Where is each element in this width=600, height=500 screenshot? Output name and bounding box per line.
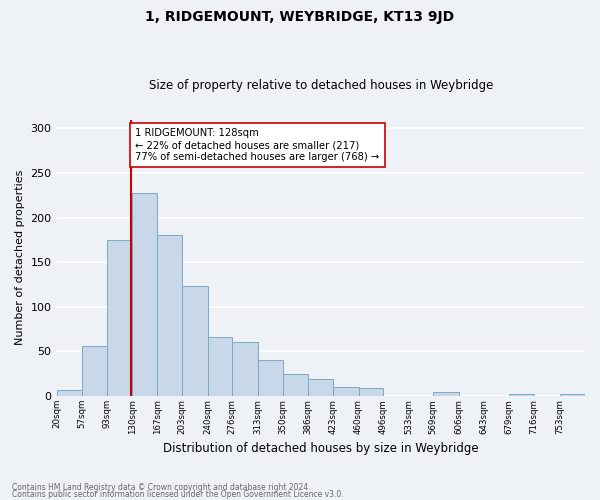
Bar: [82, 346, 107, 396]
Bar: [359, 388, 383, 396]
Text: Contains public sector information licensed under the Open Government Licence v3: Contains public sector information licen…: [12, 490, 344, 499]
Text: 1 RIDGEMOUNT: 128sqm
← 22% of detached houses are smaller (217)
77% of semi-deta: 1 RIDGEMOUNT: 128sqm ← 22% of detached h…: [136, 128, 380, 162]
Bar: [509, 394, 534, 396]
Bar: [308, 379, 333, 396]
Title: Size of property relative to detached houses in Weybridge: Size of property relative to detached ho…: [149, 79, 493, 92]
X-axis label: Distribution of detached houses by size in Weybridge: Distribution of detached houses by size …: [163, 442, 479, 455]
Bar: [232, 342, 257, 396]
Bar: [333, 387, 359, 396]
Bar: [283, 374, 308, 396]
Bar: [157, 234, 182, 396]
Bar: [433, 392, 459, 396]
Bar: [208, 337, 232, 396]
Bar: [107, 240, 132, 396]
Bar: [182, 286, 208, 396]
Bar: [257, 360, 283, 396]
Text: 1, RIDGEMOUNT, WEYBRIDGE, KT13 9JD: 1, RIDGEMOUNT, WEYBRIDGE, KT13 9JD: [145, 10, 455, 24]
Text: Contains HM Land Registry data © Crown copyright and database right 2024.: Contains HM Land Registry data © Crown c…: [12, 484, 311, 492]
Bar: [56, 390, 82, 396]
Bar: [132, 192, 157, 396]
Y-axis label: Number of detached properties: Number of detached properties: [15, 170, 25, 346]
Bar: [560, 394, 585, 396]
